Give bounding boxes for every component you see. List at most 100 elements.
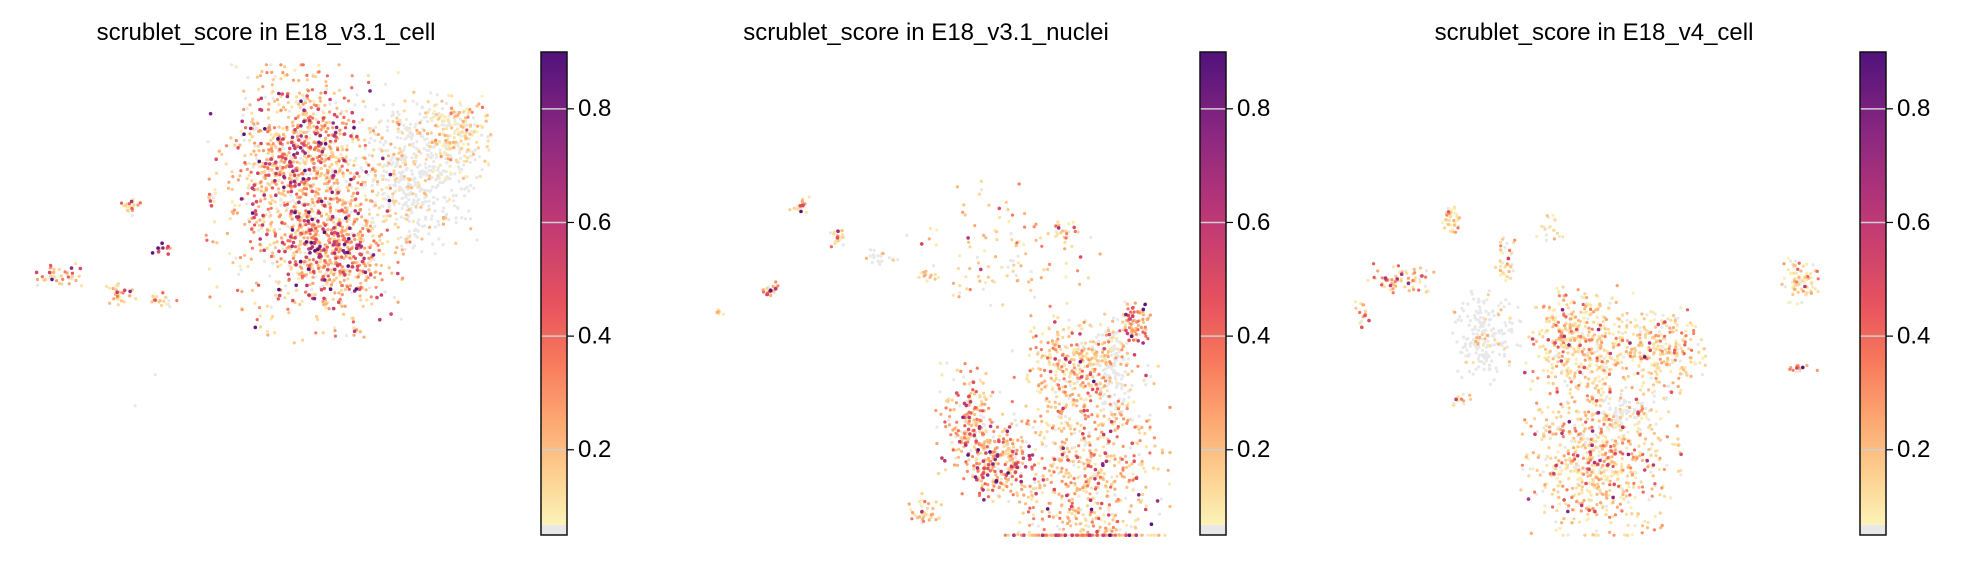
- data-point: [392, 169, 396, 173]
- data-point: [975, 366, 979, 370]
- data-point: [1064, 379, 1068, 383]
- data-point: [1036, 352, 1040, 356]
- data-point: [1121, 519, 1125, 523]
- data-point: [1166, 468, 1170, 472]
- data-point: [302, 108, 306, 112]
- data-point: [1146, 533, 1150, 537]
- data-point: [230, 200, 234, 204]
- data-point: [337, 250, 341, 254]
- data-point: [406, 181, 410, 186]
- data-point: [326, 234, 331, 238]
- data-point: [835, 236, 840, 240]
- data-point: [1039, 348, 1043, 352]
- data-point: [398, 147, 402, 151]
- data-point: [1040, 419, 1044, 423]
- data-point: [305, 94, 309, 98]
- data-point: [975, 466, 980, 470]
- data-point: [1082, 320, 1086, 324]
- data-point: [428, 174, 432, 178]
- data-point: [381, 177, 385, 181]
- data-point: [344, 254, 348, 258]
- data-point: [1007, 220, 1011, 224]
- data-point: [289, 267, 293, 271]
- data-point: [1113, 412, 1117, 416]
- data-point: [301, 177, 306, 181]
- data-point: [1108, 533, 1112, 537]
- data-point: [1011, 259, 1015, 263]
- data-point: [981, 422, 986, 426]
- data-point: [1106, 355, 1110, 359]
- data-point: [881, 252, 885, 256]
- data-point: [376, 243, 380, 247]
- data-point: [410, 172, 414, 176]
- data-point: [362, 335, 366, 339]
- data-point: [962, 375, 966, 379]
- data-point: [418, 131, 422, 135]
- data-point: [294, 288, 298, 293]
- data-point: [388, 186, 392, 190]
- data-point: [337, 222, 341, 226]
- data-point: [1459, 319, 1463, 323]
- data-point: [385, 228, 389, 232]
- data-point: [1028, 484, 1032, 488]
- data-point: [1044, 444, 1048, 448]
- data-point: [1088, 492, 1092, 496]
- data-point: [303, 151, 307, 155]
- data-point: [371, 129, 376, 133]
- data-point: [920, 242, 924, 246]
- data-point: [1036, 360, 1040, 364]
- data-point: [357, 174, 361, 178]
- data-point: [1094, 427, 1098, 431]
- data-point: [1145, 419, 1149, 423]
- data-point: [340, 208, 344, 212]
- data-point: [270, 70, 274, 74]
- data-point: [1055, 466, 1059, 470]
- data-point: [1005, 274, 1009, 278]
- data-point: [119, 299, 124, 303]
- data-point: [250, 179, 254, 183]
- data-point: [1078, 367, 1082, 371]
- data-point: [352, 159, 357, 163]
- data-point: [1010, 213, 1015, 217]
- data-point: [306, 141, 311, 145]
- data-point: [314, 75, 318, 79]
- data-point: [441, 181, 445, 185]
- data-point: [399, 136, 403, 140]
- data-point: [344, 334, 348, 338]
- data-point: [1123, 370, 1127, 374]
- data-point: [1128, 317, 1132, 321]
- data-point: [254, 212, 258, 217]
- data-point: [327, 156, 331, 161]
- data-point: [1468, 319, 1473, 323]
- data-point: [956, 455, 961, 459]
- data-point: [1608, 301, 1612, 305]
- data-point: [413, 183, 417, 187]
- data-point: [1054, 370, 1058, 374]
- data-point: [342, 312, 346, 316]
- data-point: [1104, 526, 1108, 530]
- data-point: [411, 99, 415, 103]
- data-point: [1464, 337, 1469, 341]
- data-point: [385, 125, 390, 129]
- data-point: [948, 408, 952, 412]
- data-point: [1116, 407, 1121, 411]
- data-point: [413, 125, 417, 129]
- data-point: [1060, 452, 1065, 457]
- data-point: [1072, 398, 1076, 402]
- data-point: [412, 159, 416, 163]
- data-point: [391, 172, 396, 176]
- data-point: [1098, 252, 1102, 256]
- data-point: [1011, 493, 1015, 497]
- data-point: [230, 63, 234, 67]
- data-point: [1069, 343, 1074, 347]
- data-point: [78, 266, 83, 271]
- data-point: [412, 90, 416, 94]
- data-point: [1070, 446, 1074, 450]
- data-point: [1593, 433, 1597, 437]
- data-point: [352, 333, 356, 337]
- data-point: [1081, 381, 1085, 385]
- data-point: [958, 291, 962, 295]
- data-point: [1128, 510, 1132, 514]
- data-point: [1113, 344, 1117, 348]
- data-point: [1120, 402, 1124, 406]
